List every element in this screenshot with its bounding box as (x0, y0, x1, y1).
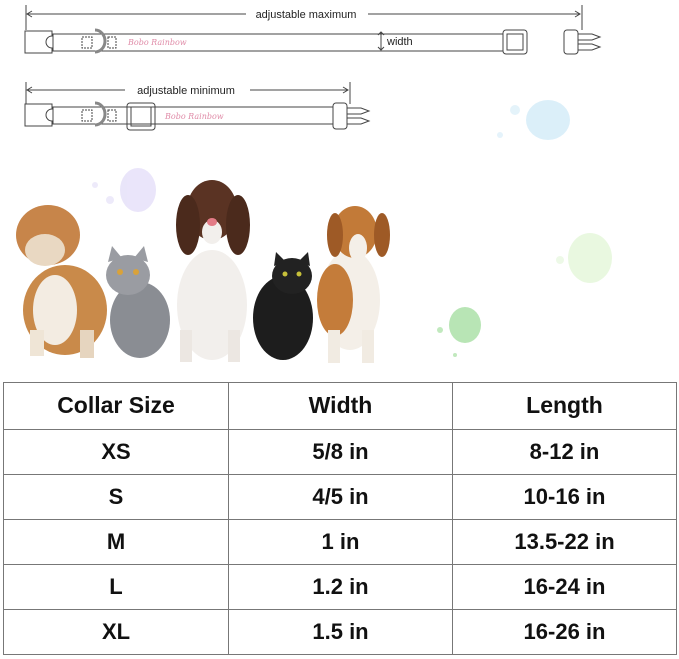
width-cell: 5/8 in (228, 428, 453, 475)
size-cell: M (3, 518, 229, 565)
table-row: XL 1.5 in 16-26 in (3, 608, 677, 656)
length-cell: 8-12 in (452, 428, 677, 475)
width-cell: 1 in (228, 518, 453, 565)
black-cat-image (253, 252, 313, 360)
adjustable-maximum-label: adjustable maximum (256, 9, 357, 21)
length-cell: 13.5-22 in (452, 518, 677, 565)
table-row: XS 5/8 in 8-12 in (3, 428, 677, 475)
width-cell: 1.5 in (228, 608, 453, 656)
size-cell: XL (3, 608, 229, 656)
size-cell: S (3, 473, 229, 520)
spaniel-image (176, 180, 250, 362)
beagle-image (317, 206, 390, 363)
pets-photo (16, 180, 390, 363)
collar-diagram: adjustable maximum width Bobo Rainbow ad… (16, 5, 612, 363)
table-row: M 1 in 13.5-22 in (3, 518, 677, 565)
header-length: Length (452, 382, 677, 430)
paint-splash-decoration (92, 100, 612, 357)
size-chart-table: Collar Size Width Length XS 5/8 in 8-12 … (3, 382, 677, 656)
length-cell: 10-16 in (452, 473, 677, 520)
header-width: Width (228, 382, 453, 430)
adjustable-minimum-label: adjustable minimum (137, 85, 235, 97)
width-label: width (386, 36, 413, 48)
collar-maximum (24, 5, 602, 55)
size-cell: XS (3, 428, 229, 475)
length-cell: 16-26 in (452, 608, 677, 656)
width-cell: 1.2 in (228, 563, 453, 610)
table-header-row: Collar Size Width Length (3, 382, 677, 430)
size-cell: L (3, 563, 229, 610)
bulldog-image (16, 205, 107, 358)
table-row: S 4/5 in 10-16 in (3, 473, 677, 520)
table-row: L 1.2 in 16-24 in (3, 563, 677, 610)
gray-cat-image (106, 246, 170, 358)
width-cell: 4/5 in (228, 473, 453, 520)
length-cell: 16-24 in (452, 563, 677, 610)
header-collar-size: Collar Size (3, 382, 229, 430)
brand-logo-text: Bobo Rainbow (127, 38, 187, 47)
brand-logo-text-2: Bobo Rainbow (164, 112, 224, 121)
collar-minimum (24, 82, 371, 131)
